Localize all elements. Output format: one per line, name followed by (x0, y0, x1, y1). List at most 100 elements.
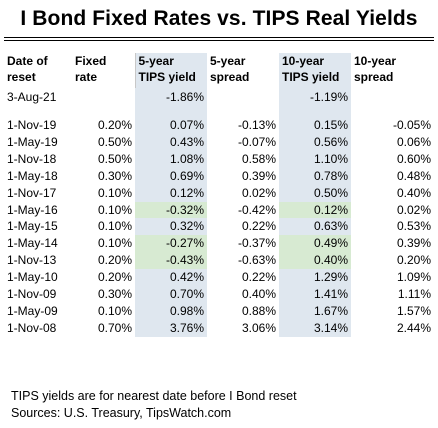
cell-spread10: 1.57% (396, 303, 431, 318)
cell-date: 1-May-09 (7, 303, 58, 318)
cell-spread10: 0.40% (396, 185, 431, 200)
footnote-sources: Sources: U.S. Treasury, TipsWatch.com (11, 406, 232, 420)
cell-tips10: 0.56% (279, 133, 351, 151)
cell-date: 1-May-16 (7, 202, 58, 217)
table-row: 1-Nov-19 0.20% 0.07% -0.13% 0.15% -0.05% (4, 117, 434, 134)
cell-tips10: 0.78% (279, 167, 351, 185)
cell-spread5: -0.37% (237, 236, 276, 251)
table-row: 1-May-10 0.20% 0.42% 0.22% 1.29% 1.09% (4, 269, 434, 287)
cell-date: 1-May-14 (7, 236, 58, 251)
cell-fixed-rate: 0.10% (97, 303, 132, 318)
cell-tips5: 0.12% (135, 184, 207, 202)
cell-tips10: 1.67% (279, 302, 351, 320)
header-row: Date of reset Fixed rate 5-year TIPS yield … (4, 53, 434, 88)
header-spread10: 10-year spread (354, 54, 397, 84)
cell-fixed-rate: 0.10% (97, 185, 132, 200)
reference-row: 3-Aug-21 -1.86% -1.19% (4, 88, 434, 106)
cell-spread5: 3.06% (241, 320, 276, 335)
cell-spread10: 0.39% (396, 236, 431, 251)
reference-tips10: -1.19% (279, 88, 351, 106)
title-rule-top (4, 37, 434, 38)
header-tips5: 5-year TIPS yield (135, 53, 207, 88)
table-title: I Bond Fixed Rates vs. TIPS Real Yields (20, 7, 418, 30)
cell-spread5: 0.22% (241, 219, 276, 234)
table-row: 1-Nov-13 0.20% -0.43% -0.63% 0.40% 0.20% (4, 252, 434, 270)
cell-spread10: 1.11% (397, 287, 431, 302)
cell-fixed-rate: 0.50% (97, 134, 132, 149)
cell-tips5: 0.32% (135, 218, 207, 236)
cell-spread5: -0.13% (237, 118, 276, 132)
cell-tips10: 1.29% (279, 269, 351, 287)
table-row: 1-May-19 0.50% 0.43% -0.07% 0.56% 0.06% (4, 133, 434, 151)
cell-tips5: -0.32% (135, 201, 207, 219)
cell-tips10: 0.12% (279, 201, 351, 219)
cell-tips10: 1.41% (279, 286, 351, 303)
spacer-row (4, 106, 434, 117)
cell-fixed-rate: 0.50% (97, 151, 132, 166)
cell-spread10: 1.09% (396, 270, 431, 285)
table-row: 1-Nov-17 0.10% 0.12% 0.02% 0.50% 0.40% (4, 184, 434, 202)
cell-spread10: 0.53% (396, 219, 431, 234)
cell-tips10: 0.15% (279, 117, 351, 134)
cell-fixed-rate: 0.20% (97, 270, 132, 285)
table-row: 1-May-15 0.10% 0.32% 0.22% 0.63% 0.53% (4, 218, 434, 236)
cell-tips10: 1.10% (279, 150, 351, 168)
reference-date: 3-Aug-21 (7, 89, 57, 104)
rates-table: Date of reset Fixed rate 5-year TIPS yield … (4, 53, 434, 337)
table-row: 1-Nov-08 0.70% 3.76% 3.06% 3.14% 2.44% (4, 319, 434, 337)
cell-spread5: -0.63% (237, 253, 276, 268)
cell-spread10: 0.48% (396, 168, 431, 183)
cell-date: 1-May-15 (7, 219, 58, 234)
cell-fixed-rate: 0.70% (97, 320, 132, 335)
cell-fixed-rate: 0.20% (97, 118, 132, 132)
cell-tips5: 0.07% (135, 117, 207, 134)
cell-spread10: 0.06% (396, 134, 431, 149)
cell-tips10: 0.63% (279, 218, 351, 236)
header-tips10: 10-year TIPS yield (279, 53, 351, 88)
cell-spread5: 0.40% (241, 287, 276, 302)
cell-spread10: 2.44% (396, 320, 431, 335)
cell-date: 1-Nov-18 (7, 151, 57, 166)
cell-fixed-rate: 0.10% (97, 202, 132, 217)
table-row: 1-May-14 0.10% -0.27% -0.37% 0.49% 0.39% (4, 235, 434, 253)
cell-tips10: 0.40% (279, 252, 351, 270)
cell-fixed-rate: 0.10% (97, 236, 132, 251)
table-row: 1-May-09 0.10% 0.98% 0.88% 1.67% 1.57% (4, 302, 434, 320)
cell-date: 1-Nov-08 (7, 320, 57, 335)
cell-tips10: 3.14% (279, 319, 351, 337)
title-rule-bottom (4, 40, 434, 41)
cell-date: 1-Nov-09 (7, 287, 57, 302)
header-fixed-rate: Fixed rate (72, 53, 136, 88)
cell-tips5: 1.08% (135, 150, 207, 168)
table-row: 1-May-18 0.30% 0.69% 0.39% 0.78% 0.48% (4, 167, 434, 185)
cell-spread5: 0.02% (241, 185, 276, 200)
cell-spread5: 0.39% (241, 168, 276, 183)
header-spread5: 5-year spread (210, 54, 250, 84)
cell-date: 1-May-10 (7, 270, 58, 285)
header-date: Date of reset (7, 54, 48, 84)
cell-fixed-rate: 0.20% (97, 253, 132, 268)
cell-date: 1-Nov-17 (7, 185, 57, 200)
cell-date: 1-May-18 (7, 168, 58, 183)
cell-tips5: 0.98% (135, 302, 207, 320)
cell-tips5: 0.42% (135, 269, 207, 287)
table-row: 1-Nov-18 0.50% 1.08% 0.58% 1.10% 0.60% (4, 150, 434, 168)
cell-spread10: -0.05% (392, 118, 431, 132)
cell-date: 1-May-19 (7, 134, 58, 149)
cell-spread10: 0.20% (396, 253, 431, 268)
cell-spread10: 0.60% (396, 151, 431, 166)
cell-spread10: 0.02% (396, 202, 431, 217)
cell-spread5: -0.07% (237, 134, 276, 149)
cell-tips10: 0.50% (279, 184, 351, 202)
cell-spread5: 0.88% (241, 303, 276, 318)
table-row: 1-May-16 0.10% -0.32% -0.42% 0.12% 0.02% (4, 201, 434, 219)
cell-tips10: 0.49% (279, 235, 351, 253)
cell-tips5: -0.27% (135, 235, 207, 253)
cell-tips5: 3.76% (135, 319, 207, 337)
cell-fixed-rate: 0.30% (97, 287, 132, 302)
cell-fixed-rate: 0.10% (97, 219, 132, 234)
cell-fixed-rate: 0.30% (97, 168, 132, 183)
cell-tips5: 0.69% (135, 167, 207, 185)
cell-date: 1-Nov-13 (7, 253, 57, 268)
